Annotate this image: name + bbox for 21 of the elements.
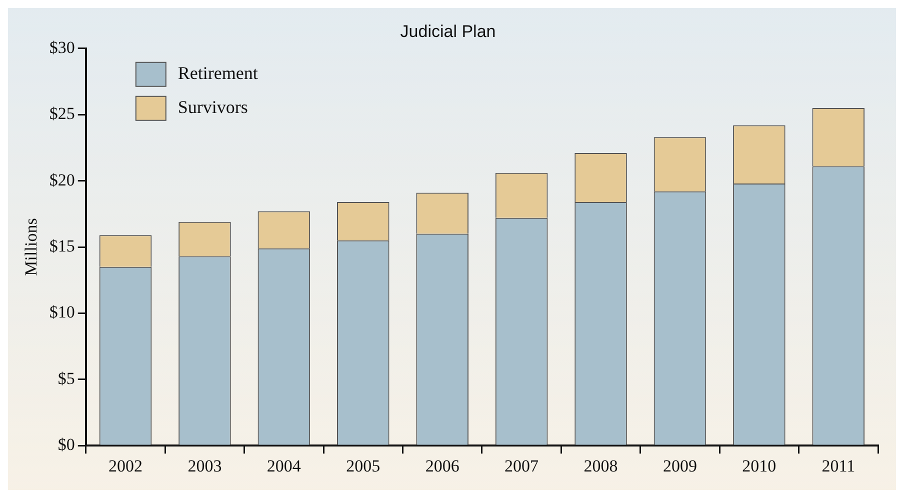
x-tick-label: 2006 [425, 456, 460, 476]
x-tick-label: 2008 [584, 456, 618, 476]
y-tick-label: $5 [58, 368, 75, 388]
x-tick-label: 2010 [742, 456, 776, 476]
x-tick-label: 2004 [266, 456, 302, 476]
y-tick-label: $0 [58, 435, 75, 454]
y-tick-label: $10 [49, 302, 75, 322]
x-tick-label: 2003 [188, 456, 222, 476]
x-tick-label: 2007 [504, 456, 540, 476]
y-axis-title: Millions [22, 218, 41, 276]
y-tick-label: $30 [49, 38, 75, 57]
x-tick-label: 2005 [346, 456, 380, 476]
y-tick-label: $15 [49, 236, 75, 256]
chart-title: Judicial Plan [400, 22, 496, 41]
y-tick-label: $20 [49, 170, 75, 190]
legend-label: Survivors [178, 97, 248, 118]
x-tick-label: 2002 [108, 456, 143, 476]
x-tick-label: 2009 [662, 456, 697, 476]
x-tick-label: 2011 [822, 456, 856, 476]
y-tick-label: $25 [49, 104, 75, 124]
legend-label: Retirement [178, 63, 258, 84]
